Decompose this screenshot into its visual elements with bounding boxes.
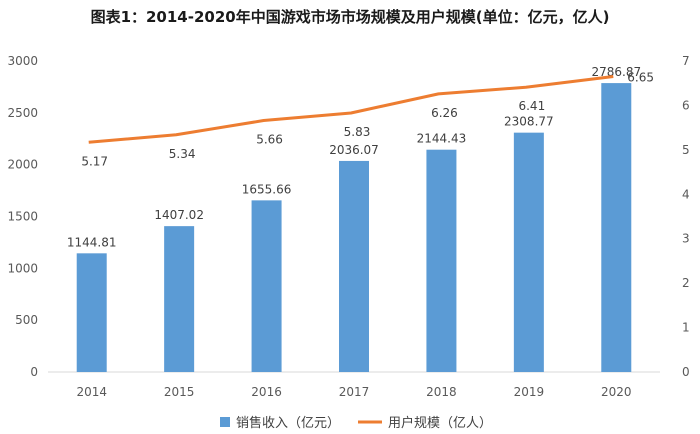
line-label-2020: 6.65	[627, 71, 654, 85]
x-axis-ticks: 2014 2015 2016 2017 2018 2019 2020	[76, 385, 631, 399]
user-scale-line	[88, 75, 614, 144]
left-tick-label: 2000	[7, 158, 38, 172]
legend-swatch-revenue	[220, 417, 230, 427]
bar-2020	[601, 83, 632, 372]
right-tick-label: 7	[682, 54, 690, 68]
bar-series-revenue	[76, 83, 632, 372]
line-data-labels: 5.17 5.34 5.66 5.83 6.26 6.41 6.65	[81, 71, 654, 169]
left-tick-label: 0	[30, 365, 38, 379]
x-tick-label: 2015	[164, 385, 195, 399]
bar-label-2015: 1407.02	[154, 208, 204, 222]
line-label-2018: 6.26	[431, 106, 458, 120]
legend-label-users: 用户规模（亿人）	[388, 415, 492, 431]
bar-2015	[164, 226, 195, 372]
legend: 销售收入（亿元） 用户规模（亿人）	[220, 415, 492, 431]
chart-title: 图表1：2014-2020年中国游戏市场市场规模及用户规模(单位：亿元，亿人)	[90, 8, 610, 26]
right-axis-ticks: 0 1 2 3 4 5 6 7	[682, 54, 690, 379]
bar-2014	[76, 253, 107, 372]
left-tick-label: 3000	[7, 54, 38, 68]
left-tick-label: 1000	[7, 261, 38, 275]
right-tick-label: 4	[682, 187, 690, 201]
line-label-2017: 5.83	[344, 125, 371, 139]
line-label-2015: 5.34	[169, 147, 196, 161]
bar-data-labels: 1144.81 1407.02 1655.66 2036.07 2144.43 2308.…	[67, 65, 641, 249]
left-tick-label: 2500	[7, 106, 38, 120]
bar-label-2020: 2786.87	[591, 65, 641, 79]
x-tick-label: 2016	[251, 385, 282, 399]
right-tick-label: 5	[682, 143, 690, 157]
bar-label-2019: 2308.77	[504, 115, 554, 129]
bar-label-2014: 1144.81	[67, 235, 117, 249]
left-axis-ticks: 0 500 1000 1500 2000 2500 3000	[7, 54, 38, 379]
line-label-2016: 5.66	[256, 133, 283, 147]
x-tick-label: 2018	[426, 385, 457, 399]
line-label-2014: 5.17	[81, 154, 108, 168]
x-tick-label: 2020	[601, 385, 632, 399]
left-tick-label: 1500	[7, 210, 38, 224]
right-tick-label: 6	[682, 98, 690, 112]
bar-label-2018: 2144.43	[417, 132, 467, 146]
legend-label-revenue: 销售收入（亿元）	[236, 415, 340, 431]
x-tick-label: 2014	[76, 385, 107, 399]
right-tick-label: 1	[682, 321, 690, 335]
right-tick-label: 3	[682, 232, 690, 246]
bar-2018	[426, 149, 457, 372]
x-tick-label: 2017	[339, 385, 370, 399]
x-tick-label: 2019	[514, 385, 545, 399]
bar-2016	[251, 200, 282, 372]
right-tick-label: 2	[682, 276, 690, 290]
bar-2019	[513, 132, 544, 372]
bar-label-2016: 1655.66	[242, 182, 292, 196]
bar-label-2017: 2036.07	[329, 143, 379, 157]
line-series-users	[88, 75, 614, 144]
bar-2017	[339, 160, 369, 372]
right-tick-label: 0	[682, 365, 690, 379]
line-label-2019: 6.41	[518, 99, 545, 113]
left-tick-label: 500	[15, 313, 38, 327]
